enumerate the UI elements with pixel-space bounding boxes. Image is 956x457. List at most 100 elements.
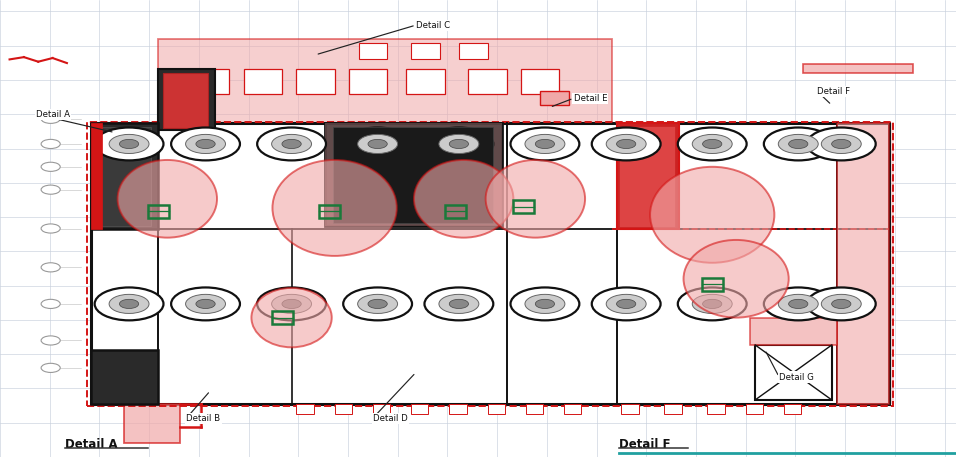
Circle shape — [807, 128, 876, 160]
Circle shape — [525, 134, 565, 154]
Bar — [124, 404, 180, 443]
Bar — [755, 345, 832, 400]
Text: Detail F: Detail F — [619, 438, 671, 451]
Circle shape — [778, 134, 818, 154]
Circle shape — [692, 294, 732, 314]
Circle shape — [789, 139, 808, 149]
Circle shape — [358, 134, 398, 154]
Circle shape — [185, 134, 226, 154]
Bar — [91, 123, 158, 228]
Circle shape — [821, 294, 861, 314]
Circle shape — [95, 287, 163, 320]
Bar — [333, 127, 493, 223]
Circle shape — [196, 299, 215, 308]
Bar — [87, 122, 893, 406]
Bar — [513, 200, 534, 213]
Circle shape — [185, 294, 226, 314]
Circle shape — [832, 139, 851, 149]
Bar — [521, 69, 559, 94]
Circle shape — [282, 139, 301, 149]
Circle shape — [535, 299, 554, 308]
Bar — [96, 127, 151, 226]
Bar — [91, 350, 158, 404]
Bar — [746, 404, 763, 414]
Circle shape — [606, 134, 646, 154]
Bar — [91, 123, 102, 228]
Circle shape — [41, 363, 60, 372]
Circle shape — [678, 287, 747, 320]
Circle shape — [41, 299, 60, 308]
Bar — [621, 404, 639, 414]
Circle shape — [257, 128, 326, 160]
Ellipse shape — [118, 160, 217, 238]
Text: Detail D: Detail D — [373, 414, 407, 423]
Bar — [373, 404, 390, 414]
Bar — [468, 69, 507, 94]
Bar — [325, 123, 502, 226]
Circle shape — [692, 134, 732, 154]
Circle shape — [41, 162, 60, 171]
Bar — [564, 404, 581, 414]
Circle shape — [439, 134, 479, 154]
Circle shape — [449, 139, 468, 149]
Circle shape — [617, 139, 636, 149]
Circle shape — [606, 294, 646, 314]
Bar — [488, 404, 505, 414]
Circle shape — [41, 185, 60, 194]
Bar — [449, 404, 467, 414]
Circle shape — [368, 139, 387, 149]
Circle shape — [343, 287, 412, 320]
Circle shape — [592, 128, 661, 160]
Circle shape — [535, 139, 554, 149]
Bar — [702, 278, 723, 291]
Circle shape — [171, 287, 240, 320]
Bar — [540, 91, 569, 105]
Bar — [445, 205, 466, 218]
Circle shape — [439, 294, 479, 314]
Bar — [296, 69, 335, 94]
Circle shape — [703, 139, 722, 149]
Bar — [91, 123, 889, 404]
Bar — [191, 69, 229, 94]
Circle shape — [592, 287, 661, 320]
Bar — [617, 123, 679, 228]
Bar — [358, 43, 387, 59]
Circle shape — [120, 299, 139, 308]
Ellipse shape — [414, 160, 513, 238]
Circle shape — [778, 294, 818, 314]
Text: Detail C: Detail C — [416, 21, 450, 30]
Bar — [707, 404, 725, 414]
Bar — [158, 39, 612, 130]
Circle shape — [41, 224, 60, 233]
Bar — [335, 404, 352, 414]
Bar — [841, 123, 894, 404]
Circle shape — [272, 294, 312, 314]
Circle shape — [678, 128, 747, 160]
Circle shape — [821, 134, 861, 154]
Bar — [784, 404, 801, 414]
Bar — [272, 311, 293, 324]
Circle shape — [282, 299, 301, 308]
Bar — [750, 318, 836, 345]
Circle shape — [196, 139, 215, 149]
Bar — [148, 205, 169, 218]
Circle shape — [109, 294, 149, 314]
Text: Detail B: Detail B — [186, 414, 221, 423]
Circle shape — [511, 128, 579, 160]
Ellipse shape — [486, 160, 585, 238]
Circle shape — [617, 299, 636, 308]
Circle shape — [424, 128, 493, 160]
Circle shape — [95, 128, 163, 160]
Bar — [619, 126, 675, 227]
Bar — [803, 64, 913, 73]
Bar — [411, 43, 440, 59]
Circle shape — [41, 263, 60, 272]
Circle shape — [511, 287, 579, 320]
Circle shape — [764, 128, 833, 160]
Circle shape — [832, 299, 851, 308]
Bar — [244, 69, 282, 94]
Circle shape — [368, 299, 387, 308]
Bar — [406, 69, 445, 94]
Circle shape — [41, 114, 60, 123]
Circle shape — [358, 294, 398, 314]
